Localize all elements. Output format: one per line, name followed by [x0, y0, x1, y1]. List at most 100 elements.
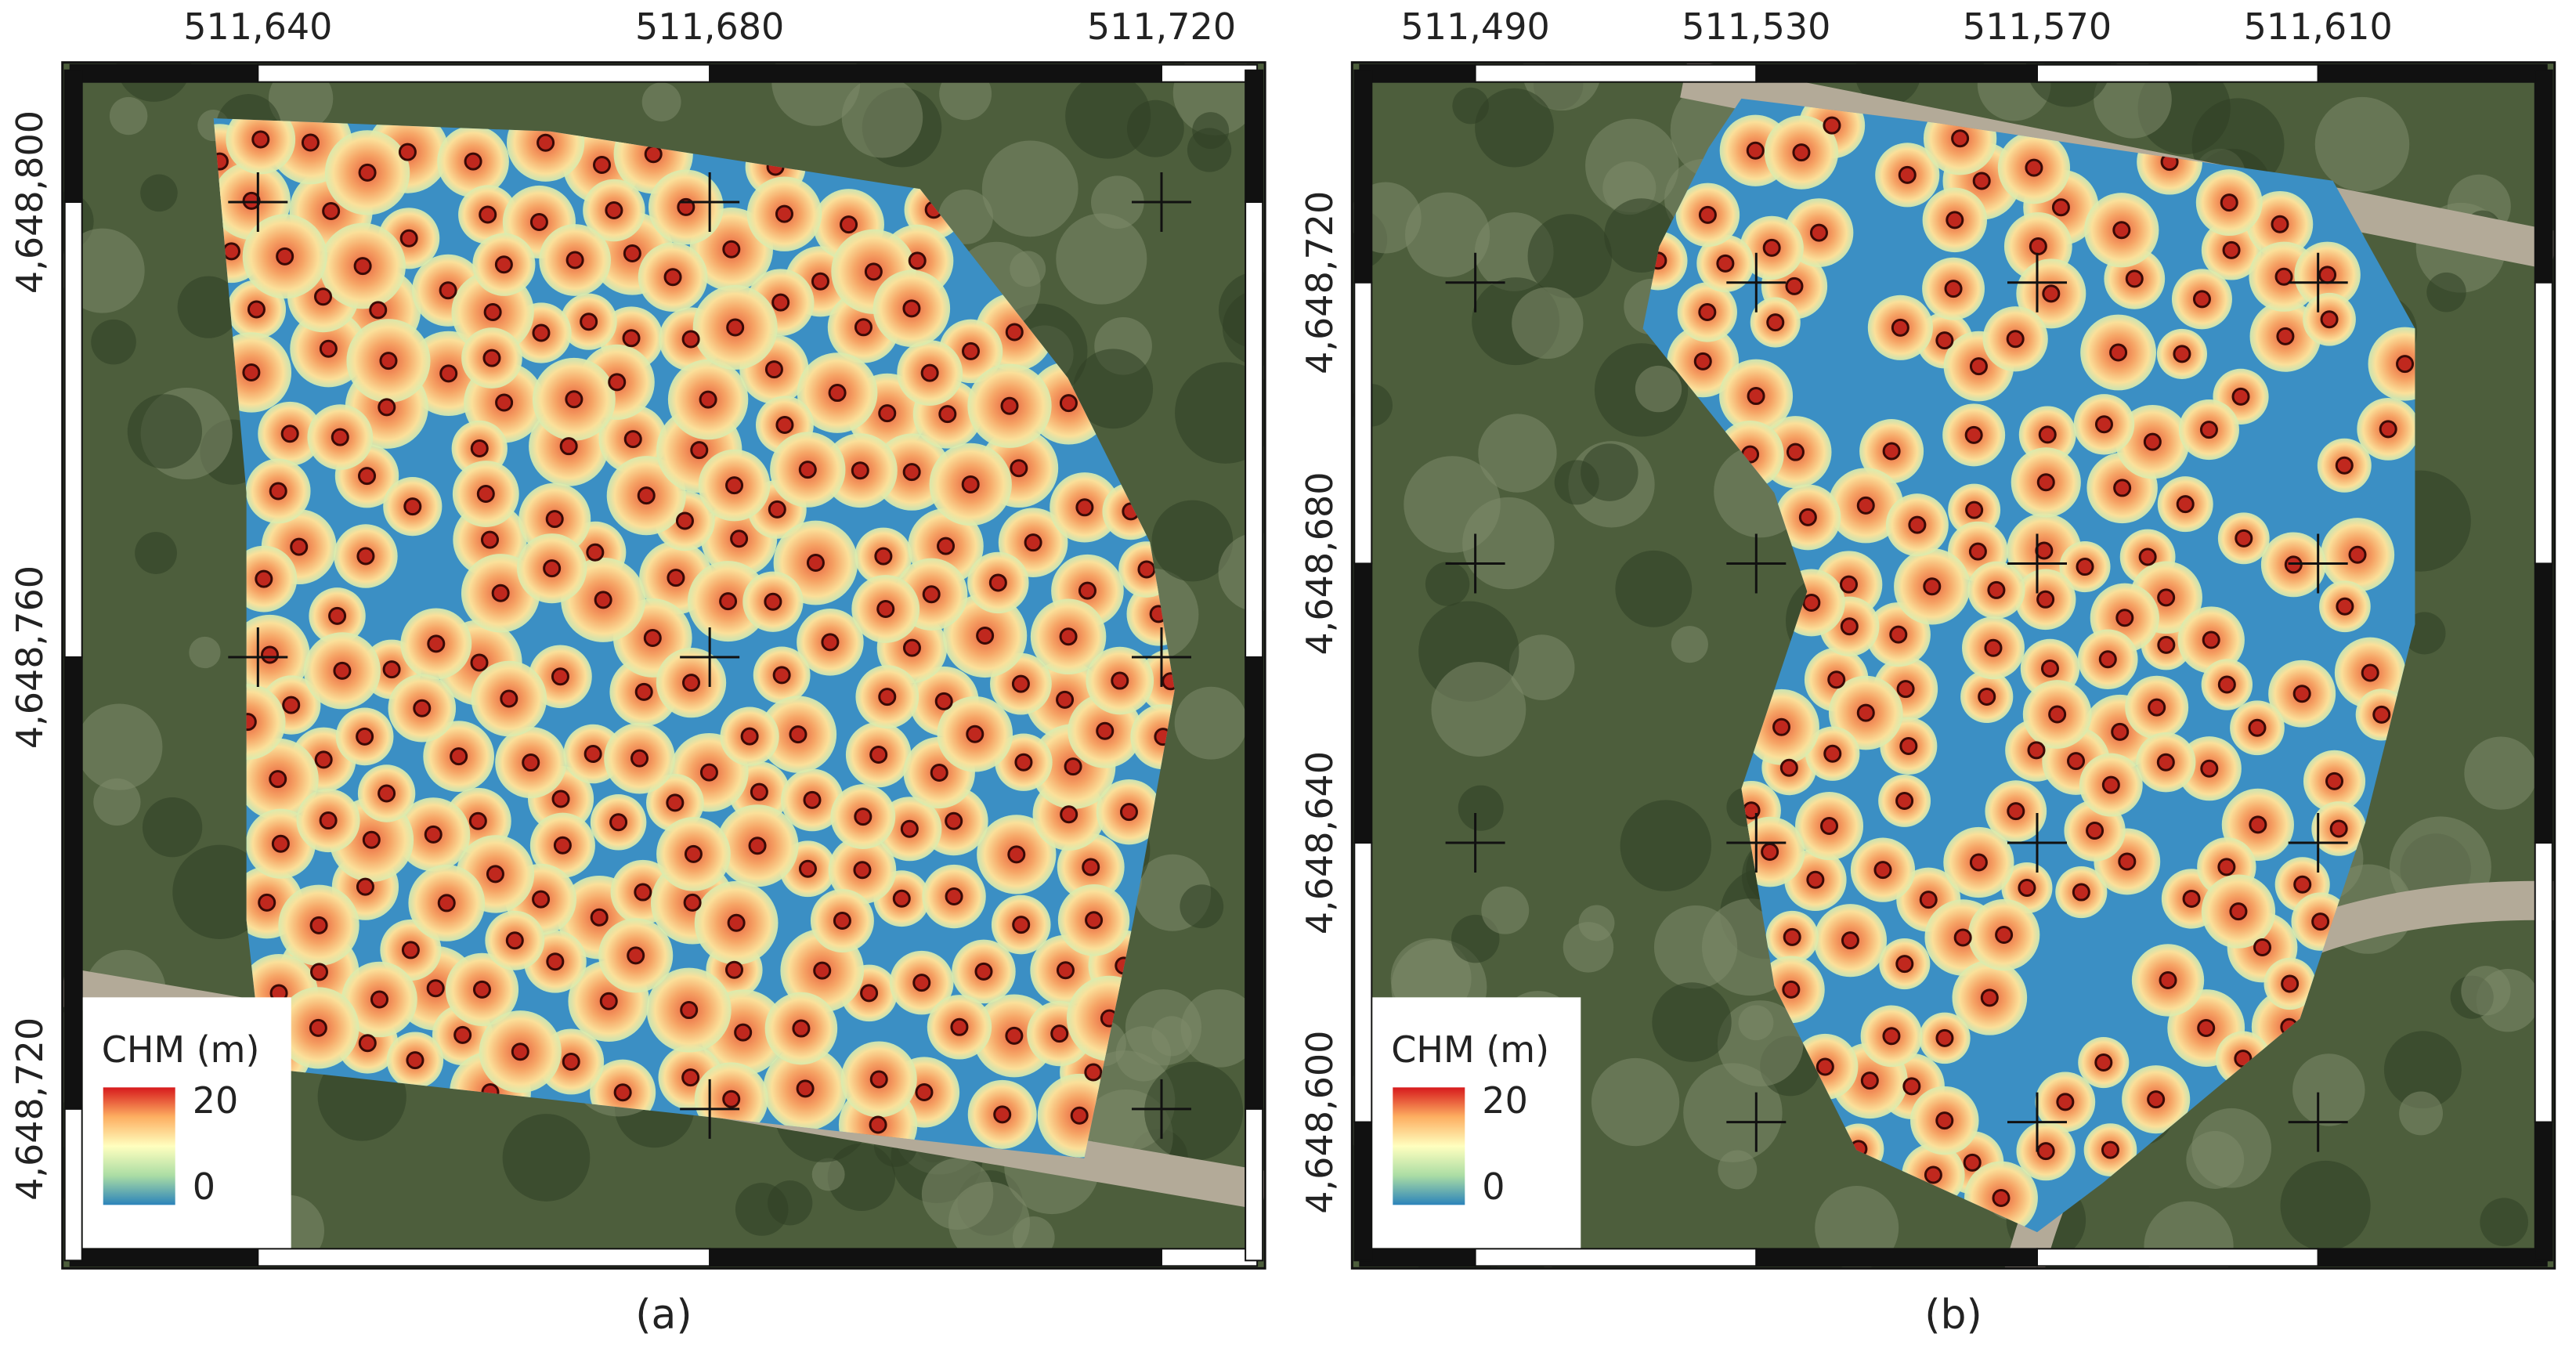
frame-segment [2534, 69, 2553, 284]
treetop [699, 390, 717, 409]
treetop [627, 946, 645, 965]
treetop [775, 204, 793, 223]
treetop [1000, 396, 1019, 415]
x-coordinate-label: 511,610 [2244, 5, 2393, 48]
treetop [961, 475, 980, 493]
frame-segment [257, 63, 711, 83]
vegetation [1683, 1063, 1783, 1162]
treetop [900, 819, 919, 838]
treetop [280, 425, 299, 443]
vegetation [735, 1183, 789, 1236]
treetop [609, 813, 628, 832]
map-panel: 511,640 511,680 511,720 4,648,800 4,648,760 4… [9, 5, 1266, 1339]
treetop [683, 893, 702, 912]
legend-max: 20 [193, 1079, 239, 1122]
treetop [470, 653, 489, 672]
treetop [222, 242, 240, 261]
vegetation [1671, 626, 1708, 663]
treetop [1802, 593, 1821, 612]
treetop [2157, 588, 2176, 607]
treetop [271, 834, 290, 853]
treetop [562, 1052, 580, 1071]
treetop [1889, 625, 1908, 644]
grid-cross [680, 627, 740, 688]
frame-segment [1245, 656, 1264, 1110]
legend-min: 0 [1482, 1165, 1505, 1208]
frame-segment [2036, 1248, 2319, 1267]
treetop [1698, 205, 1717, 224]
treetop [314, 750, 333, 769]
treetop [2147, 1090, 2166, 1109]
treetop [937, 537, 956, 555]
vegetation [1652, 982, 1732, 1062]
treetop [1944, 280, 1963, 298]
treetop [1972, 172, 1991, 190]
treetop [2329, 819, 2348, 838]
treetop [2199, 421, 2218, 439]
treetop [854, 808, 873, 826]
grid-cross [228, 172, 288, 233]
treetop [1899, 736, 1918, 755]
vegetation [140, 174, 178, 212]
frame-segment [1353, 562, 1373, 844]
treetop [427, 634, 446, 653]
treetop [1856, 703, 1875, 722]
y-coordinate-label: 4,648,680 [1299, 472, 1341, 655]
treetop [358, 1034, 377, 1053]
vegetation [1512, 287, 1584, 360]
treetop [1007, 845, 1026, 864]
legend-max: 20 [1482, 1079, 1528, 1122]
treetop [356, 877, 374, 896]
treetop [930, 763, 948, 782]
vegetation [1635, 365, 1682, 413]
treetop [798, 859, 817, 878]
treetop [1815, 1057, 1834, 1076]
vegetation [1508, 634, 1575, 700]
treetop [605, 201, 623, 220]
treetop [2281, 974, 2300, 993]
treetop [1902, 1077, 1921, 1096]
frame-segment [1359, 63, 1476, 83]
treetop [495, 393, 514, 412]
treetop [378, 784, 396, 803]
treetop [2335, 456, 2354, 475]
treetop [1005, 323, 1024, 342]
frame-segment [2534, 842, 2553, 1123]
treetop [623, 430, 642, 449]
treetop [328, 606, 347, 625]
treetop [242, 191, 261, 210]
treetop [2007, 802, 2025, 821]
grid-cross [1131, 1079, 1191, 1139]
frame-segment [1755, 63, 2038, 83]
x-coordinate-label: 511,490 [1401, 5, 1550, 48]
treetop [1070, 1106, 1089, 1125]
treetop [2197, 1019, 2216, 1038]
treetop [2396, 355, 2415, 374]
legend-ramp [1393, 1087, 1465, 1205]
treetop [2051, 198, 2070, 217]
treetop [1059, 627, 1078, 646]
treetop [269, 482, 287, 501]
treetop [1946, 211, 1964, 229]
treetop [1856, 496, 1875, 515]
treetop [851, 461, 869, 480]
vegetation [189, 636, 221, 669]
treetop [974, 962, 993, 981]
vegetation [2426, 272, 2466, 313]
x-coordinate-label: 511,570 [1963, 5, 2112, 48]
treetop [734, 1023, 753, 1042]
treetop [1005, 1026, 1024, 1045]
treetop [1064, 757, 1082, 776]
frame-segment [1353, 842, 1373, 1123]
treetop [637, 486, 656, 505]
vegetation [142, 797, 203, 858]
treetop [675, 511, 694, 530]
treetop [2109, 343, 2128, 362]
treetop [269, 770, 287, 789]
treetop [2200, 759, 2219, 778]
treetop [309, 916, 328, 934]
treetop [1963, 1153, 1982, 1172]
y-coordinate-label: 4,648,600 [1299, 1031, 1341, 1214]
vegetation [1451, 914, 1500, 963]
legend-ramp [103, 1087, 175, 1205]
